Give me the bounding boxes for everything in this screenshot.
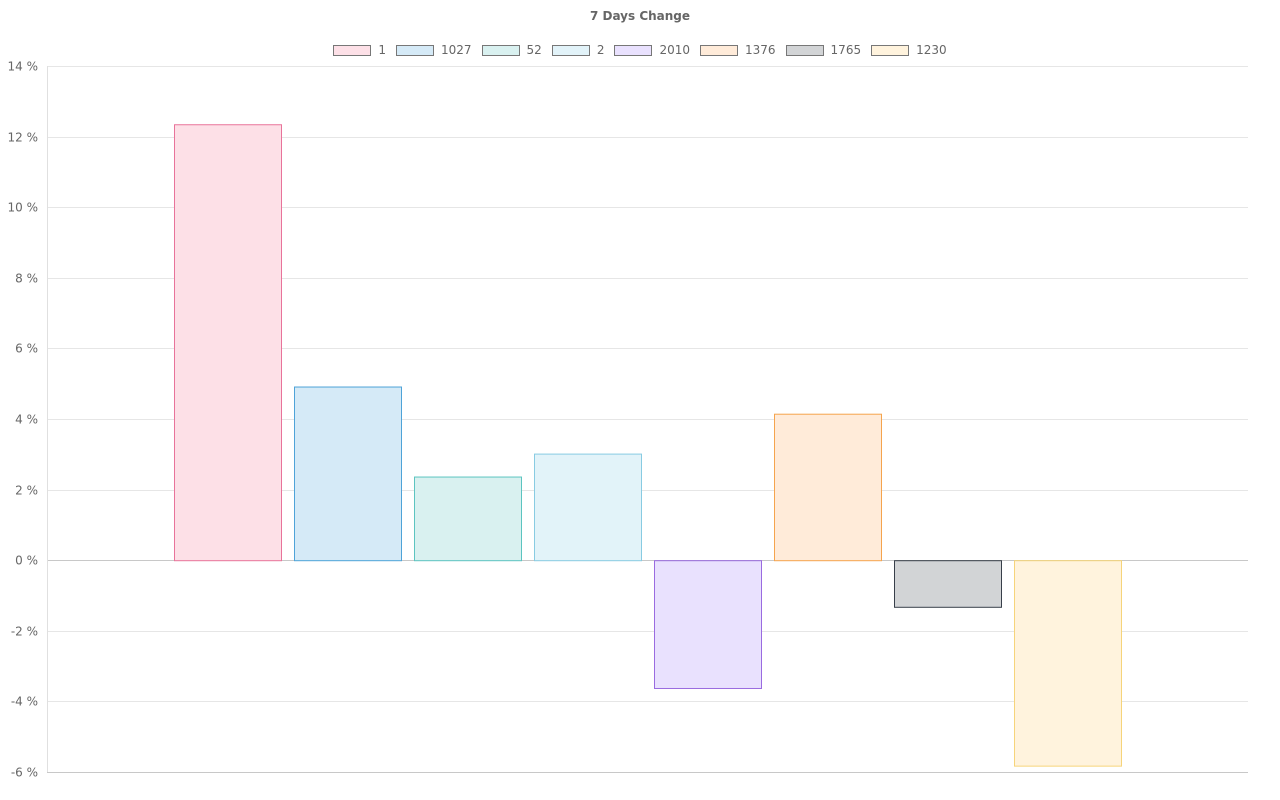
legend-item-2[interactable]: 2 — [551, 43, 605, 57]
legend-swatch — [871, 44, 910, 56]
bar-2010[interactable] — [654, 560, 762, 689]
chart-title: 7 Days Change — [589, 9, 691, 23]
legend-item-52[interactable]: 52 — [481, 43, 542, 57]
y-tick-label: 10 % — [8, 201, 39, 215]
legend-label: 2 — [596, 43, 605, 57]
legend-item-1230[interactable]: 1230 — [871, 43, 947, 57]
legend-label: 1 — [378, 43, 386, 57]
legend-label: 1376 — [745, 43, 776, 57]
y-tick-label: -4 % — [11, 695, 38, 709]
bar-1765[interactable] — [894, 560, 1002, 608]
legend-swatch — [551, 44, 590, 56]
y-tick-label: 4 % — [15, 413, 38, 427]
y-tick-label: 0 % — [15, 554, 38, 568]
legend: 1 1027 52 2 2010 1376 1765 1230 — [0, 42, 1280, 58]
bar-1[interactable] — [174, 124, 282, 562]
legend-item-1765[interactable]: 1765 — [785, 43, 862, 57]
bar-1027[interactable] — [294, 386, 402, 562]
legend-label: 1230 — [916, 43, 947, 57]
y-tick-label: 8 % — [15, 272, 38, 286]
y-tick-label: 6 % — [15, 342, 38, 356]
legend-item-2010[interactable]: 2010 — [614, 43, 690, 57]
legend-item-1376[interactable]: 1376 — [700, 43, 776, 57]
legend-swatch — [481, 44, 520, 56]
y-tick-label: 12 % — [8, 131, 39, 145]
bar-1230[interactable] — [1014, 560, 1122, 767]
legend-swatch — [785, 44, 824, 56]
legend-swatch — [395, 44, 434, 56]
y-tick-label: -6 % — [11, 766, 38, 780]
legend-item-1027[interactable]: 1027 — [395, 43, 472, 57]
legend-label: 1765 — [830, 43, 862, 57]
legend-label: 1027 — [440, 43, 472, 57]
y-tick-label: -2 % — [11, 625, 38, 639]
legend-swatch — [614, 44, 653, 56]
bar-52[interactable] — [414, 476, 522, 562]
y-tick-label: 2 % — [15, 484, 38, 498]
y-tick-label: 14 % — [8, 60, 39, 74]
legend-label: 52 — [526, 43, 542, 57]
legend-item-1[interactable]: 1 — [333, 43, 386, 57]
legend-swatch — [333, 44, 372, 56]
bar-1376[interactable] — [774, 413, 882, 562]
legend-label: 2010 — [659, 43, 690, 57]
legend-swatch — [700, 44, 738, 56]
bar-2[interactable] — [534, 453, 642, 562]
